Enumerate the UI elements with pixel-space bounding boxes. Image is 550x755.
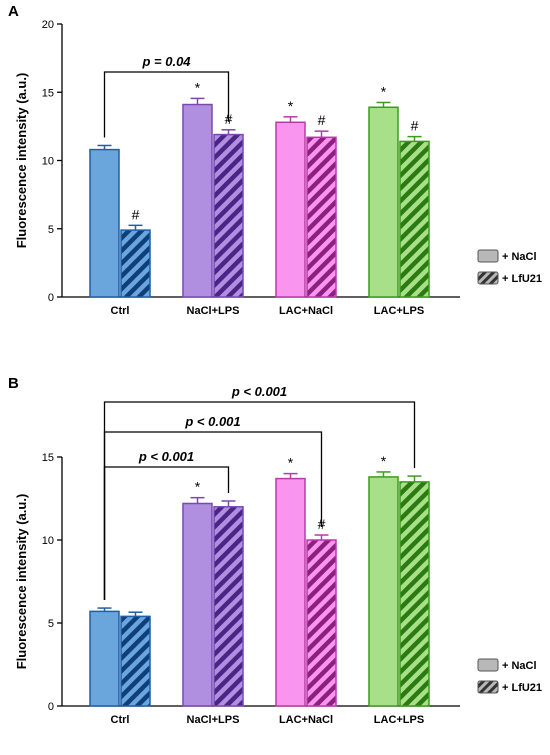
p-value-label: p < 0.001 <box>231 384 287 399</box>
x-category-label: Ctrl <box>111 305 130 317</box>
bar <box>182 103 213 298</box>
legend-item: + NaCl <box>477 249 537 263</box>
bar <box>399 140 430 298</box>
legend-label: + NaCl <box>502 251 537 263</box>
significance-bracket <box>103 71 230 138</box>
significance-star: * <box>288 98 294 114</box>
significance-star: * <box>381 453 387 469</box>
legend-swatch <box>477 658 499 672</box>
y-tick-label: 20 <box>42 19 54 31</box>
y-tick-label: 10 <box>42 535 54 547</box>
significance-star: * <box>381 83 387 99</box>
p-value-label: p < 0.001 <box>138 449 194 464</box>
y-tick-label: 15 <box>42 452 54 464</box>
y-tick-label: 5 <box>48 618 54 630</box>
legend-swatch <box>477 680 499 694</box>
bar <box>306 539 337 707</box>
p-value-label: p < 0.001 <box>184 414 240 429</box>
x-category-label: LAC+LPS <box>374 305 424 317</box>
bar <box>213 133 244 298</box>
panel-label: A <box>8 3 19 20</box>
significance-bracket <box>103 401 416 601</box>
y-axis-label: Fluorescence intensity (a.u.) <box>14 73 29 249</box>
bar <box>89 610 120 707</box>
bar <box>306 136 337 298</box>
significance-hash: # <box>411 118 419 134</box>
legend-label: + LfU21 <box>502 273 542 285</box>
y-tick-label: 0 <box>48 292 54 304</box>
y-axis-label: Fluorescence intensity (a.u.) <box>14 494 29 670</box>
bar <box>275 121 306 298</box>
legend-item: + NaCl <box>477 658 537 672</box>
significance-star: * <box>195 479 201 495</box>
legend-label: + NaCl <box>502 660 537 672</box>
bar <box>120 615 151 707</box>
bar <box>182 502 213 707</box>
x-category-label: LAC+LPS <box>374 714 424 726</box>
x-category-label: NaCl+LPS <box>187 305 240 317</box>
bar <box>275 477 306 707</box>
x-category-label: Ctrl <box>111 714 130 726</box>
y-tick-label: 0 <box>48 701 54 713</box>
panel-label: B <box>8 375 19 392</box>
legend-swatch <box>477 249 499 263</box>
bar <box>368 476 399 707</box>
significance-hash: # <box>132 206 140 222</box>
bar <box>120 229 151 298</box>
p-value-label: p = 0.04 <box>141 54 191 69</box>
bar <box>89 148 120 298</box>
legend-item: + LfU21 <box>477 680 542 694</box>
bar <box>213 506 244 707</box>
y-tick-label: 5 <box>48 224 54 236</box>
significance-star: * <box>288 455 294 471</box>
bar <box>368 106 399 298</box>
significance-star: * <box>195 79 201 95</box>
significance-hash: # <box>318 112 326 128</box>
y-tick-label: 15 <box>42 87 54 99</box>
chart-panel-A: A 0 5 10 15 20 Fluorescence intensity (a.u.) * *… <box>8 3 542 317</box>
x-category-label: LAC+NaCl <box>279 305 333 317</box>
x-category-label: LAC+NaCl <box>279 714 333 726</box>
legend-label: + LfU21 <box>502 682 542 694</box>
legend-swatch <box>477 271 499 285</box>
y-tick-label: 10 <box>42 156 54 168</box>
x-category-label: NaCl+LPS <box>187 714 240 726</box>
legend-item: + LfU21 <box>477 271 542 285</box>
bar <box>399 481 430 707</box>
